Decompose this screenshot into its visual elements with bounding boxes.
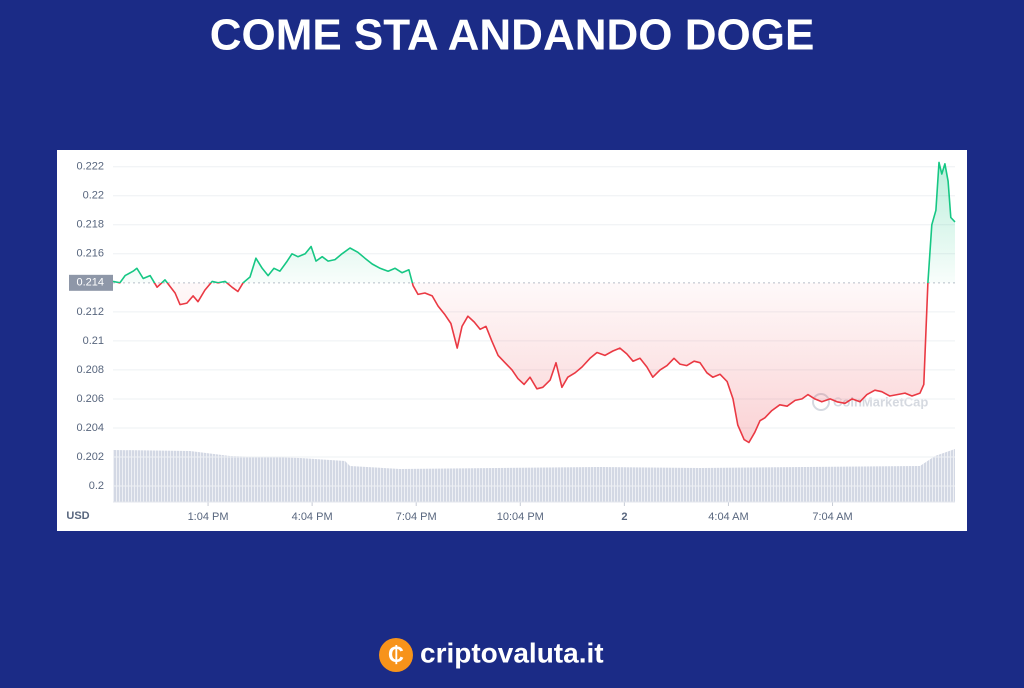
x-tick-label: 2 (621, 511, 627, 523)
y-tick-label: 0.208 (76, 364, 104, 376)
y-tick-label: 0.222 (76, 161, 104, 173)
y-tick-label: 0.202 (76, 451, 104, 463)
y-tick-label: 0.22 (83, 190, 104, 202)
price-area (113, 162, 955, 443)
brand-logo (379, 638, 413, 672)
y-tick-label: 0.218 (76, 219, 104, 231)
x-tick-label: 7:04 PM (396, 511, 437, 523)
brand: criptovaluta.it (420, 637, 604, 668)
y-tick-label: 0.21 (83, 335, 104, 347)
x-tick-label: 10:04 PM (497, 511, 544, 523)
y-tick-label: 0.204 (76, 422, 104, 434)
baseline-label: 0.214 (76, 277, 104, 289)
x-tick-label: 4:04 PM (292, 511, 333, 523)
price-line (112, 161, 956, 444)
x-tick-label: 7:04 AM (812, 511, 852, 523)
x-tick-label: 1:04 PM (188, 511, 229, 523)
baseline-label-box (69, 274, 113, 291)
y-tick-label: 0.216 (76, 248, 104, 260)
y-tick-label: 0.212 (76, 306, 104, 318)
y-tick-label: 0.206 (76, 393, 104, 405)
x-tick-label: 4:04 AM (708, 511, 748, 523)
volume-area (113, 449, 955, 502)
y-tick-label: 0.2 (89, 480, 104, 492)
title: COME STA ANDANDO DOGE (210, 11, 815, 60)
currency-label: USD (66, 510, 89, 522)
brand-logo-mark: ₵ (388, 642, 404, 667)
